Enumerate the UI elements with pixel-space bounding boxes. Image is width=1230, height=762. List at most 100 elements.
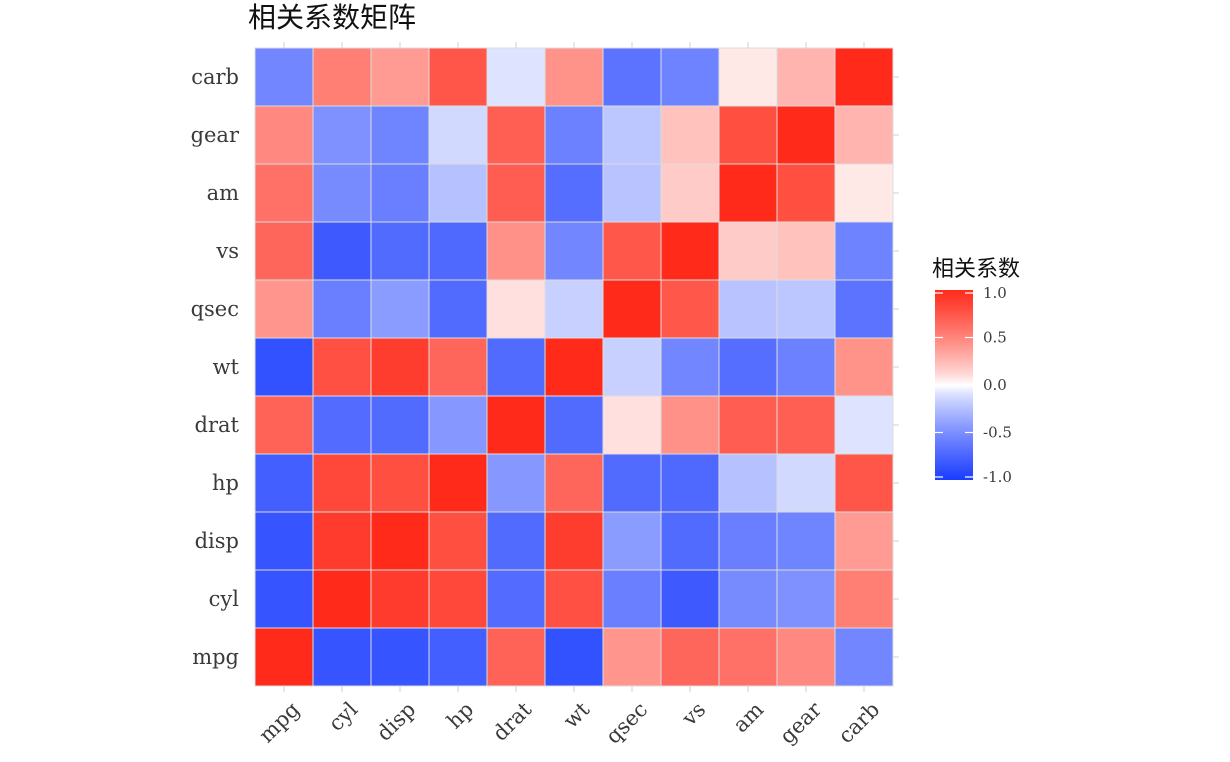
- heatmap-cell-vs-wt: [660, 337, 720, 397]
- heatmap-cell-mpg-mpg: [254, 627, 314, 687]
- heatmap-cell-wt-wt: [544, 337, 604, 397]
- color-legend: 相关系数 1.0 0.5 0.0 -0.5 -1.0: [932, 257, 1020, 486]
- heatmap-cell-vs-am: [660, 163, 720, 223]
- heatmap-cell-drat-vs: [486, 221, 546, 281]
- heatmap-cell-hp-hp: [428, 453, 488, 513]
- heatmap-cell-cyl-hp: [312, 453, 372, 513]
- heatmap-cell-wt-cyl: [544, 569, 604, 629]
- heatmap-cell-qsec-disp: [602, 511, 662, 571]
- heatmap-cell-vs-gear: [660, 105, 720, 165]
- heatmap-cell-am-drat: [718, 395, 778, 455]
- heatmap-cell-am-wt: [718, 337, 778, 397]
- heatmap-cell-am-am: [718, 163, 778, 223]
- heatmap-cell-wt-hp: [544, 453, 604, 513]
- heatmap-cell-vs-cyl: [660, 569, 720, 629]
- x-tick-label-hp: hp: [442, 697, 478, 733]
- heatmap-cell-cyl-am: [312, 163, 372, 223]
- heatmap-cell-qsec-wt: [602, 337, 662, 397]
- heatmap-cell-disp-drat: [370, 395, 430, 455]
- heatmap-cell-cyl-wt: [312, 337, 372, 397]
- heatmap-cell-gear-carb: [776, 47, 836, 107]
- heatmap-cell-disp-wt: [370, 337, 430, 397]
- heatmap-cell-carb-drat: [834, 395, 894, 455]
- heatmap-cell-drat-mpg: [486, 627, 546, 687]
- heatmap-cell-carb-carb: [834, 47, 894, 107]
- heatmap-cell-disp-vs: [370, 221, 430, 281]
- heatmap-cell-drat-wt: [486, 337, 546, 397]
- y-tick-label-vs: vs: [215, 239, 239, 263]
- heatmap-cell-hp-qsec: [428, 279, 488, 339]
- heatmap-cell-am-vs: [718, 221, 778, 281]
- heatmap-cell-carb-gear: [834, 105, 894, 165]
- heatmap-cell-vs-drat: [660, 395, 720, 455]
- heatmap-cell-drat-qsec: [486, 279, 546, 339]
- heatmap-cell-gear-drat: [776, 395, 836, 455]
- heatmap-cell-drat-hp: [486, 453, 546, 513]
- heatmap-cell-disp-disp: [370, 511, 430, 571]
- legend-label-0.5: 0.5: [983, 329, 1007, 347]
- heatmap-cell-qsec-cyl: [602, 569, 662, 629]
- heatmap-cell-mpg-drat: [254, 395, 314, 455]
- heatmap-cell-hp-disp: [428, 511, 488, 571]
- heatmap-cell-mpg-gear: [254, 105, 314, 165]
- x-tick-label-cyl: cyl: [324, 697, 363, 736]
- x-tick-label-mpg: mpg: [254, 697, 304, 747]
- heatmap-cell-qsec-am: [602, 163, 662, 223]
- heatmap-cell-cyl-qsec: [312, 279, 372, 339]
- heatmap-cell-disp-am: [370, 163, 430, 223]
- heatmap-cell-hp-drat: [428, 395, 488, 455]
- heatmap-cell-mpg-am: [254, 163, 314, 223]
- heatmap-cell-wt-carb: [544, 47, 604, 107]
- y-tick-label-wt: wt: [213, 355, 240, 379]
- y-tick-label-drat: drat: [195, 413, 240, 437]
- heatmap-cell-carb-cyl: [834, 569, 894, 629]
- heatmap-cell-mpg-qsec: [254, 279, 314, 339]
- heatmap-cell-gear-mpg: [776, 627, 836, 687]
- heatmap-cell-gear-gear: [776, 105, 836, 165]
- heatmap-cell-vs-disp: [660, 511, 720, 571]
- heatmap-cell-disp-carb: [370, 47, 430, 107]
- heatmap-cell-vs-hp: [660, 453, 720, 513]
- heatmap-cell-hp-am: [428, 163, 488, 223]
- heatmap-cell-qsec-hp: [602, 453, 662, 513]
- heatmap-cell-drat-am: [486, 163, 546, 223]
- y-axis-labels: mpg cyl disp hp drat wt qsec vs am gear carb: [191, 65, 240, 669]
- heatmap-cell-drat-gear: [486, 105, 546, 165]
- heatmap-cell-cyl-vs: [312, 221, 372, 281]
- heatmap-cell-hp-vs: [428, 221, 488, 281]
- heatmap-cell-am-gear: [718, 105, 778, 165]
- heatmap-cell-drat-cyl: [486, 569, 546, 629]
- heatmap-cell-carb-qsec: [834, 279, 894, 339]
- chart-title: 相关系数矩阵: [248, 1, 416, 34]
- heatmap-cell-carb-wt: [834, 337, 894, 397]
- legend-title: 相关系数: [932, 257, 1020, 282]
- heatmap-cell-hp-mpg: [428, 627, 488, 687]
- heatmap-cell-disp-hp: [370, 453, 430, 513]
- heatmap-cell-cyl-mpg: [312, 627, 372, 687]
- heatmap-cell-drat-drat: [486, 395, 546, 455]
- heatmap-cell-wt-drat: [544, 395, 604, 455]
- y-tick-label-gear: gear: [191, 123, 240, 147]
- heatmap-cell-am-disp: [718, 511, 778, 571]
- x-tick-label-wt: wt: [559, 697, 595, 733]
- heatmap-cell-hp-carb: [428, 47, 488, 107]
- heatmap-cell-qsec-carb: [602, 47, 662, 107]
- heatmap-cell-cyl-carb: [312, 47, 372, 107]
- heatmap-cell-vs-carb: [660, 47, 720, 107]
- heatmap-cell-vs-mpg: [660, 627, 720, 687]
- heatmap-cell-wt-vs: [544, 221, 604, 281]
- heatmap-cell-disp-mpg: [370, 627, 430, 687]
- y-tick-label-carb: carb: [191, 65, 239, 89]
- heatmap-cell-am-cyl: [718, 569, 778, 629]
- heatmap-cell-qsec-mpg: [602, 627, 662, 687]
- x-tick-label-carb: carb: [834, 697, 885, 748]
- heatmap-cell-hp-gear: [428, 105, 488, 165]
- y-tick-label-disp: disp: [195, 529, 239, 553]
- heatmap-cell-mpg-vs: [254, 221, 314, 281]
- legend-label--1.0: -1.0: [983, 468, 1012, 486]
- heatmap-cell-drat-disp: [486, 511, 546, 571]
- y-tick-label-hp: hp: [212, 471, 239, 495]
- x-tick-label-am: am: [728, 697, 768, 737]
- heatmap-cell-mpg-disp: [254, 511, 314, 571]
